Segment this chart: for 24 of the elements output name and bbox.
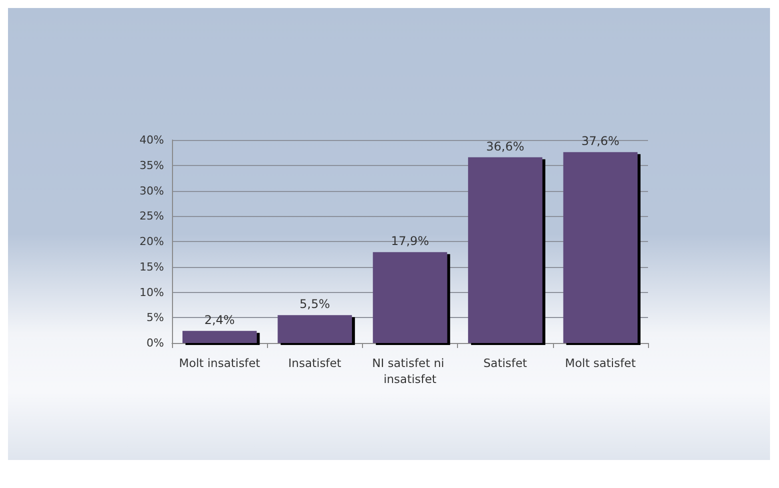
x-tick-label: Molt satisfet	[565, 356, 636, 370]
bar	[372, 252, 448, 343]
data-label: 36,6%	[486, 139, 524, 154]
x-tick-label: Satisfet	[483, 356, 528, 370]
bar	[468, 157, 542, 343]
bar	[278, 315, 352, 343]
y-tick-label: 30%	[140, 184, 164, 198]
y-tick-label: 0%	[146, 336, 164, 350]
y-tick-label: 25%	[140, 210, 164, 223]
bar	[182, 330, 257, 343]
data-label: 37,6%	[581, 134, 620, 148]
data-label: 2,4%	[204, 312, 235, 327]
x-tick-label: NI satisfet ni insatisfet	[372, 356, 448, 386]
x-tick-label: Molt insatisfet	[179, 356, 261, 370]
y-tick-label: 15%	[140, 260, 164, 274]
data-label: 17,9%	[390, 234, 430, 248]
y-tick-label: 20%	[140, 235, 164, 248]
x-tick-label: Insatisfet	[288, 356, 342, 370]
y-tick-label: 35%	[140, 158, 164, 172]
y-tick-label: 10%	[140, 286, 164, 299]
bar	[563, 152, 638, 343]
data-label: 5,5%	[300, 297, 330, 312]
y-tick-label: 5%	[146, 311, 164, 324]
y-tick-label: 40%	[140, 134, 164, 146]
